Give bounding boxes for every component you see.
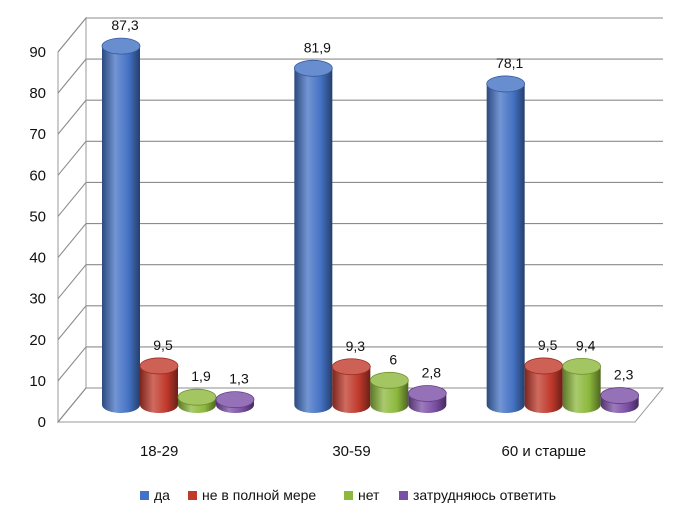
data-label: 9,5 [538, 337, 558, 353]
y-tick-label: 90 [29, 44, 46, 61]
chart-side-wall [57, 16, 87, 424]
gridline [57, 346, 663, 382]
gridline [57, 58, 663, 94]
y-tick-label: 50 [29, 208, 46, 225]
bar-top [215, 391, 255, 409]
bar-body [524, 365, 563, 413]
legend-label: затрудняюсь ответить [413, 487, 556, 503]
bar [600, 387, 640, 413]
bar-body [294, 68, 333, 413]
bar [486, 75, 526, 414]
x-category-label: 60 и старше [501, 443, 586, 460]
bar-top [177, 388, 217, 406]
x-category-label: 18-29 [140, 443, 178, 460]
data-label: 2,3 [614, 367, 634, 383]
gridline [57, 223, 663, 258]
data-label: 2,8 [422, 364, 442, 380]
bar-top [407, 385, 447, 402]
bar [524, 357, 564, 413]
legend-swatch [344, 491, 353, 500]
x-category-label: 30-59 [332, 443, 370, 460]
data-label: 1,9 [191, 368, 211, 384]
bar [177, 388, 217, 413]
gridline [57, 181, 663, 217]
data-label: 87,3 [111, 17, 138, 33]
bar [215, 391, 255, 413]
bar [331, 358, 371, 413]
bar-body [332, 366, 371, 413]
y-tick-label: 40 [29, 250, 46, 267]
data-label: 1,3 [229, 371, 249, 387]
bar-top [600, 387, 640, 404]
bar-top [486, 75, 526, 93]
gridline [57, 264, 663, 300]
bar-top [139, 357, 179, 375]
bar [293, 59, 333, 413]
y-tick-label: 60 [29, 167, 46, 184]
bars [101, 37, 640, 414]
y-tick-label: 10 [29, 373, 46, 390]
legend-swatch [188, 491, 197, 500]
bar-body [486, 83, 525, 414]
legend-swatch [140, 491, 149, 500]
legend-label: нет [358, 487, 380, 503]
data-labels: 87,3 9,5 1,9 1,3 81,9 9,3 6 2,8 78,1 9,5 9,4 2,3 [111, 17, 633, 387]
gridline [57, 17, 663, 53]
bar [369, 371, 409, 413]
bar-top [524, 357, 564, 375]
bar-top [293, 59, 333, 77]
legend-swatch [399, 491, 408, 500]
gridline [57, 387, 663, 423]
gridline [57, 305, 663, 341]
bar-body [102, 46, 140, 413]
legend: да не в полной мере нет затрудняюсь ответит… [140, 487, 556, 503]
bar-top [562, 357, 602, 375]
gridline [57, 140, 663, 176]
data-label: 78,1 [496, 55, 523, 71]
data-label: 9,5 [153, 337, 173, 353]
gridlines [57, 17, 663, 423]
bar-top [101, 37, 141, 55]
bar-top [369, 371, 409, 389]
y-tick-label: 30 [29, 291, 46, 308]
legend-label: не в полной мере [202, 487, 316, 503]
bar [562, 357, 602, 413]
y-axis-ticks: 0 10 20 30 40 50 60 70 80 90 [29, 44, 46, 431]
data-label: 81,9 [304, 39, 331, 55]
bar-body [562, 366, 601, 413]
bar [101, 37, 141, 413]
x-axis-categories: 18-29 30-59 60 и старше [140, 443, 586, 460]
y-tick-label: 80 [29, 85, 46, 102]
legend-label: да [154, 487, 170, 503]
bar [407, 385, 447, 413]
bar [139, 357, 179, 413]
data-label: 6 [389, 351, 397, 367]
y-tick-label: 20 [29, 332, 46, 349]
bar-body [370, 380, 409, 413]
gridline [57, 99, 663, 135]
bar-top [331, 358, 371, 376]
bar-body [140, 365, 178, 413]
y-tick-label: 70 [29, 126, 46, 143]
data-label: 9,3 [346, 338, 366, 354]
data-label: 9,4 [576, 337, 596, 353]
y-tick-label: 0 [38, 414, 46, 431]
